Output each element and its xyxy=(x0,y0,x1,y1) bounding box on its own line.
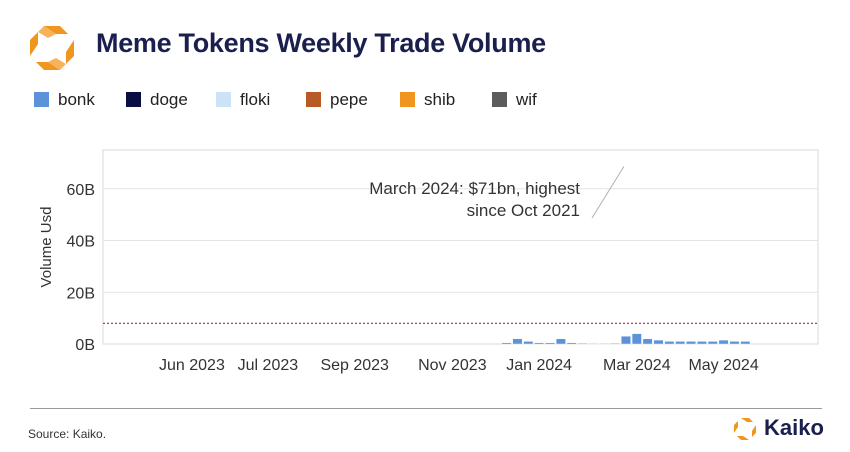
x-tick-label: Mar 2024 xyxy=(603,357,671,374)
x-tick-label: Jun 2023 xyxy=(159,357,225,374)
kaiko-logo-icon xyxy=(30,26,74,70)
y-axis-label: Volume Usd xyxy=(38,207,55,288)
bar-bonk xyxy=(545,342,555,345)
bar-bonk xyxy=(686,341,696,345)
bar-bonk xyxy=(501,342,512,345)
legend-label-pepe: pepe xyxy=(330,90,368,109)
legend-swatch-floki xyxy=(216,92,231,107)
bar-bonk xyxy=(566,342,577,345)
legend-swatch-shib xyxy=(400,92,415,107)
y-tick-label: 40B xyxy=(67,234,95,251)
bar-bonk xyxy=(653,339,664,345)
annotation-text: March 2024: $71bn, highest xyxy=(369,179,580,198)
legend-swatch-doge xyxy=(126,92,141,107)
bar-bonk xyxy=(588,343,599,345)
x-tick-label: Nov 2023 xyxy=(418,357,487,374)
footer-divider xyxy=(30,408,822,409)
bar-bonk xyxy=(729,341,740,345)
bar-bonk xyxy=(631,333,642,345)
legend-label-shib: shib xyxy=(424,90,456,109)
legend-swatch-wif xyxy=(492,92,507,107)
bar-bonk xyxy=(555,338,566,345)
bar-bonk xyxy=(707,341,718,345)
bar-bonk xyxy=(610,343,621,345)
legend-swatch-pepe xyxy=(306,92,321,107)
bar-bonk xyxy=(599,343,610,345)
bar-bonk xyxy=(740,341,751,345)
bar-bonk xyxy=(577,343,588,345)
stacked-bar-chart: 0B 20B 40B 60B Volume Usd Jun 2023 Jul 2023 Sep… xyxy=(38,149,819,374)
y-tick-label: 0B xyxy=(75,337,95,354)
y-tick-label: 60B xyxy=(67,182,95,199)
kaiko-brand: Kaiko xyxy=(732,414,832,444)
legend-label-wif: wif xyxy=(516,90,537,109)
annotation-text: since Oct 2021 xyxy=(467,201,580,220)
annotation-leader xyxy=(591,166,625,219)
bar-bonk xyxy=(534,342,545,345)
bar-bonk xyxy=(697,341,707,345)
bar-bonk xyxy=(642,338,653,345)
y-tick-label: 20B xyxy=(67,285,95,302)
bar-bonk xyxy=(621,336,631,345)
legend-label-bonk: bonk xyxy=(58,90,95,109)
bar-bonk xyxy=(523,341,534,345)
source-note: Source: Kaiko. xyxy=(28,427,107,441)
legend-label-doge: doge xyxy=(150,90,188,109)
kaiko-brand-icon xyxy=(734,418,756,440)
bar-bonk xyxy=(718,339,729,345)
bar-bonk xyxy=(664,341,675,345)
brand-name: Kaiko xyxy=(764,415,824,440)
bar-bonk xyxy=(675,341,686,345)
x-tick-label: Jan 2024 xyxy=(506,357,572,374)
legend-label-floki: floki xyxy=(240,90,271,109)
plot-frame xyxy=(102,149,819,345)
bar-bonk xyxy=(512,338,523,345)
x-tick-label: Jul 2023 xyxy=(238,357,299,374)
x-tick-label: May 2024 xyxy=(688,357,758,374)
chart-title: Meme Tokens Weekly Trade Volume xyxy=(96,28,546,58)
legend-swatch-bonk xyxy=(34,92,49,107)
x-tick-label: Sep 2023 xyxy=(320,357,389,374)
